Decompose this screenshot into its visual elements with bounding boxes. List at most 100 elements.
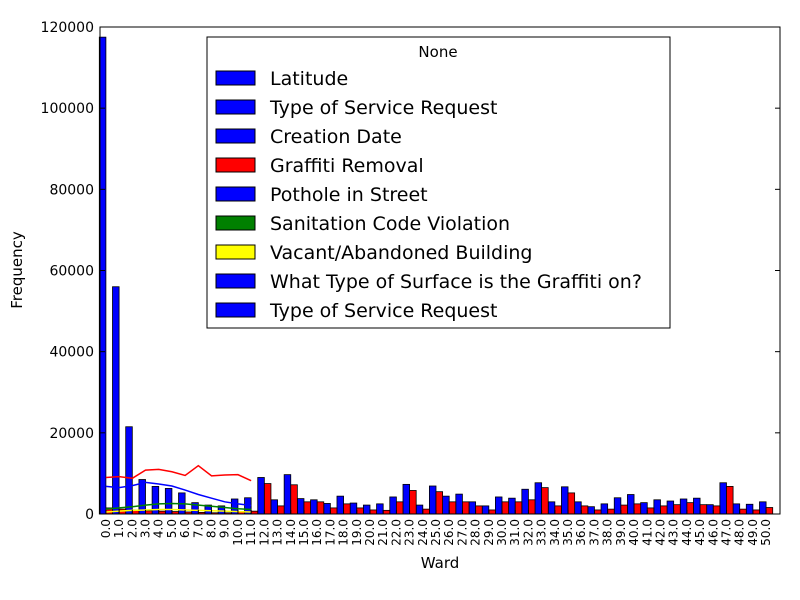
bar-1 — [316, 501, 325, 515]
x-tick-label: 20.0 — [363, 519, 377, 546]
x-tick-label: 13.0 — [271, 519, 285, 546]
bar-0 — [693, 497, 701, 515]
legend-label: Vacant/Abandoned Building — [270, 242, 532, 264]
bar-1 — [395, 501, 404, 515]
bar-1 — [501, 501, 510, 515]
x-tick-label: 39.0 — [614, 519, 628, 546]
x-tick-label: 46.0 — [706, 519, 720, 546]
legend-swatch — [215, 128, 256, 144]
bar-0 — [323, 503, 331, 515]
legend-entries: Latitude Type of Service Request Creation … — [215, 68, 642, 322]
bar-0 — [125, 426, 133, 515]
bar-0 — [547, 501, 556, 515]
legend-swatch — [215, 215, 256, 231]
legend: None Latitude Type of Service Request Crea… — [206, 36, 671, 329]
legend-label: Latitude — [270, 68, 348, 90]
x-tick-label: 4.0 — [152, 519, 166, 538]
bar-1 — [356, 507, 364, 515]
x-tick-label: 42.0 — [653, 519, 667, 546]
x-tick-label: 25.0 — [429, 519, 443, 546]
y-tick-label: 100000 — [41, 101, 94, 117]
bar-0 — [640, 502, 648, 515]
bar-1 — [712, 505, 721, 515]
x-tick-label: 26.0 — [442, 519, 456, 546]
x-tick-label: 37.0 — [587, 519, 601, 546]
bar-0 — [653, 499, 661, 515]
legend-label: Graffiti Removal — [270, 155, 424, 177]
x-tick-label: 18.0 — [337, 519, 351, 546]
bar-1 — [660, 505, 668, 515]
x-tick-label: 27.0 — [455, 519, 469, 546]
x-tick-label: 17.0 — [323, 519, 337, 546]
x-tick-label: 8.0 — [205, 519, 219, 538]
legend-swatch — [215, 186, 256, 202]
bar-1 — [382, 509, 391, 515]
bar-0 — [468, 501, 477, 515]
x-tick-label: 12.0 — [257, 519, 271, 546]
series-line-0 — [105, 464, 252, 482]
x-tick-label: 1.0 — [112, 519, 126, 538]
legend-label: Sanitation Code Violation — [270, 213, 510, 235]
bar-0 — [270, 499, 278, 515]
bar-1 — [514, 501, 523, 515]
legend-label: Type of Service Request — [269, 97, 497, 119]
x-tick-label: 48.0 — [733, 519, 747, 546]
x-tick-label: 43.0 — [667, 519, 681, 546]
bar-0 — [402, 483, 410, 515]
y-tick-label: 40000 — [49, 345, 94, 361]
bar-1 — [528, 499, 536, 515]
x-tick-label: 38.0 — [601, 519, 615, 546]
y-tick-label: 0 — [85, 507, 94, 523]
legend-label: Pothole in Street — [270, 184, 428, 206]
bar-1 — [726, 486, 734, 515]
legend-label: What Type of Surface is the Graffiti on? — [270, 271, 642, 293]
x-tick-label: 11.0 — [244, 519, 258, 546]
bar-1 — [462, 501, 470, 515]
x-tick-label: 49.0 — [746, 519, 760, 546]
x-axis: 0.0 1.0 2.0 3.0 4.0 5.0 6.0 7.0 8.0 9.0 10.0 11.0 12… — [99, 510, 773, 546]
x-tick-label: 34.0 — [548, 519, 562, 546]
y-axis: 0 20000 40000 60000 80000 100000 120000 — [41, 20, 780, 523]
bar-0 — [138, 479, 146, 515]
bar-1 — [633, 503, 642, 515]
bar-0 — [666, 500, 675, 515]
x-tick-label: 28.0 — [469, 519, 483, 546]
bar-1 — [303, 501, 311, 515]
bar-1 — [290, 484, 298, 515]
bar-0 — [296, 498, 305, 515]
x-tick-label: 5.0 — [165, 519, 179, 538]
bar-0 — [534, 482, 543, 515]
bar-1 — [435, 491, 444, 515]
legend-label: Creation Date — [270, 126, 402, 148]
bar-0 — [336, 495, 344, 515]
x-tick-label: 32.0 — [521, 519, 535, 546]
bar-0 — [310, 499, 318, 515]
y-tick-label: 20000 — [49, 426, 94, 442]
bar-0 — [257, 477, 265, 515]
legend-swatch — [215, 157, 256, 173]
bar-1 — [409, 490, 417, 515]
bar-1 — [475, 505, 483, 515]
bar-1 — [752, 509, 760, 515]
bar-0 — [362, 504, 371, 515]
x-tick-label: 31.0 — [508, 519, 522, 546]
bar-1 — [739, 508, 747, 515]
legend-title: None — [418, 43, 457, 61]
x-tick-label: 2.0 — [125, 519, 139, 538]
bar-0 — [732, 503, 741, 515]
x-axis-label: Ward — [421, 554, 460, 572]
bar-0 — [613, 497, 622, 515]
x-tick-label: 9.0 — [218, 519, 232, 538]
bar-1 — [277, 505, 285, 515]
x-tick-label: 41.0 — [640, 519, 654, 546]
bar-1 — [343, 503, 351, 515]
bar-1 — [686, 502, 694, 515]
x-tick-label: 36.0 — [574, 519, 588, 546]
bar-1 — [673, 504, 681, 515]
bar-1 — [554, 505, 562, 515]
x-tick-label: 29.0 — [482, 519, 496, 546]
bar-1 — [765, 507, 774, 515]
bar-0 — [706, 504, 714, 515]
x-tick-label: 6.0 — [178, 519, 192, 538]
x-tick-label: 47.0 — [719, 519, 733, 546]
